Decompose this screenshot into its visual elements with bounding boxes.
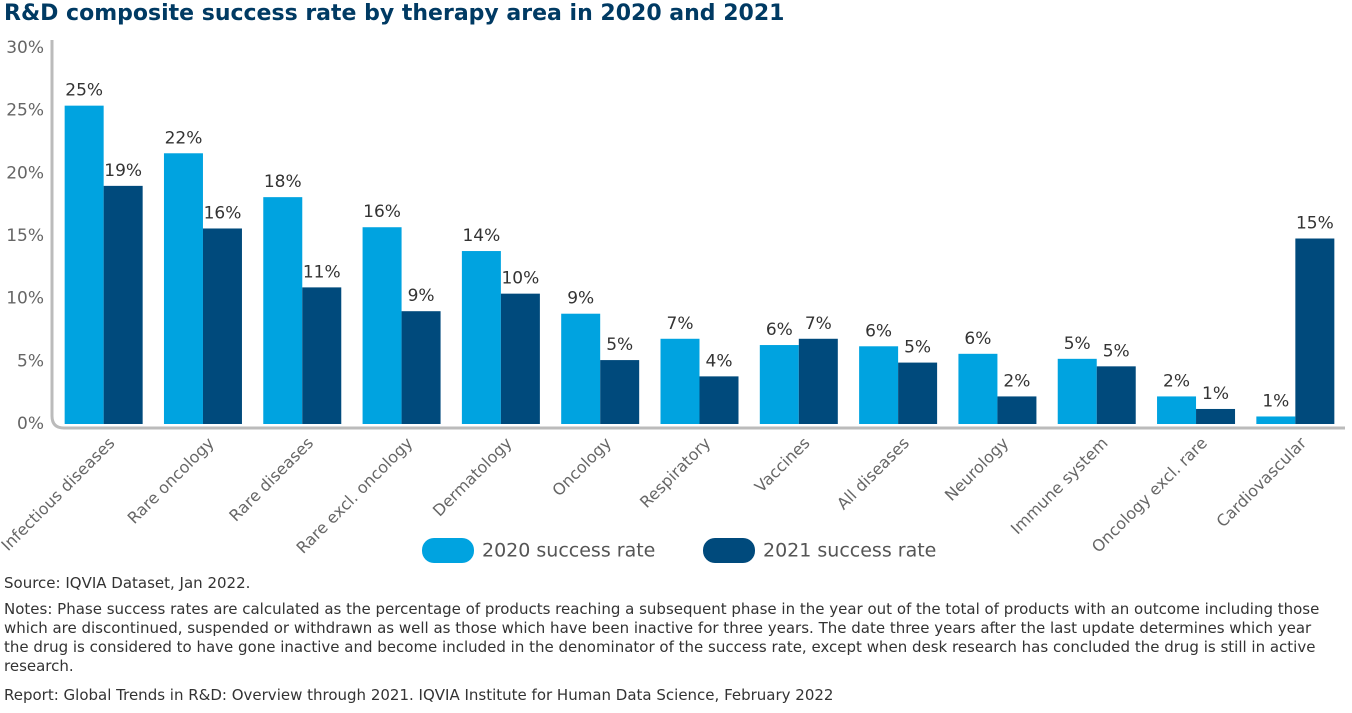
value-label: 1% <box>1262 391 1289 411</box>
value-label: 4% <box>706 351 733 371</box>
bar <box>600 360 640 424</box>
bar <box>1096 366 1136 424</box>
bar <box>759 345 799 424</box>
value-label: 5% <box>1064 334 1091 354</box>
bar <box>1057 358 1097 424</box>
x-tick-label: All diseases <box>833 433 913 513</box>
value-label: 5% <box>904 338 931 358</box>
chart: R&D composite success rate by therapy ar… <box>0 1 1345 563</box>
bar <box>898 362 938 424</box>
x-tick-label: Neurology <box>941 433 1012 504</box>
value-label: 16% <box>204 203 242 223</box>
value-label: 2% <box>1003 371 1030 391</box>
bar <box>500 293 540 424</box>
x-tick-label: Rare oncology <box>124 433 218 527</box>
y-tick-label: 5% <box>17 351 44 371</box>
axis <box>50 40 1345 430</box>
bar <box>302 287 342 424</box>
bar <box>401 311 441 424</box>
y-tick-label: 20% <box>6 163 44 183</box>
bar <box>461 251 501 424</box>
bar <box>202 228 242 424</box>
value-label: 6% <box>964 329 991 349</box>
value-label: 19% <box>104 161 142 181</box>
bar <box>997 396 1037 424</box>
value-label: 5% <box>606 335 633 355</box>
bar <box>163 153 203 424</box>
bar <box>1196 408 1236 424</box>
bar <box>699 376 739 424</box>
legend-label: 2021 success rate <box>763 540 936 562</box>
bar <box>263 197 303 424</box>
bar <box>561 313 601 424</box>
chart-title: R&D composite success rate by therapy ar… <box>4 1 784 26</box>
value-label: 7% <box>667 314 694 334</box>
value-label: 5% <box>1103 341 1130 361</box>
bar <box>1256 416 1296 424</box>
value-label: 14% <box>462 226 500 246</box>
value-label: 1% <box>1202 384 1229 404</box>
x-tick-label: Respiratory <box>636 433 714 511</box>
notes: Notes: Phase success rates are calculate… <box>4 600 1320 675</box>
x-tick-label: Immune system <box>1007 433 1112 538</box>
legend-swatch <box>422 538 474 563</box>
x-tick-label: Rare diseases <box>225 433 317 525</box>
x-tick-label: Infectious diseases <box>0 433 118 554</box>
value-label: 6% <box>865 321 892 341</box>
value-label: 10% <box>501 269 539 289</box>
legend-label: 2020 success rate <box>482 540 655 562</box>
y-tick-label: 15% <box>6 226 44 246</box>
value-label: 9% <box>567 289 594 309</box>
y-tick-label: 25% <box>6 101 44 121</box>
y-tick-label: 10% <box>6 289 44 309</box>
value-label: 22% <box>165 128 203 148</box>
x-tick-label: Oncology <box>548 433 615 500</box>
bar <box>798 338 838 424</box>
y-tick-label: 0% <box>17 414 44 434</box>
value-label: 7% <box>805 314 832 334</box>
value-label: 9% <box>408 286 435 306</box>
source: Source: IQVIA Dataset, Jan 2022. <box>4 574 251 592</box>
value-label: 16% <box>363 202 401 222</box>
bar <box>859 346 899 424</box>
bar <box>1295 238 1335 424</box>
bar <box>64 105 104 425</box>
value-label: 18% <box>264 172 302 192</box>
bar <box>103 185 143 424</box>
bar <box>660 338 700 424</box>
value-label: 15% <box>1296 214 1334 234</box>
value-label: 6% <box>766 320 793 340</box>
y-tick-label: 30% <box>6 38 44 58</box>
bar <box>1157 396 1197 424</box>
x-tick-label: Dermatology <box>429 433 516 520</box>
report: Report: Global Trends in R&D: Overview t… <box>4 686 834 704</box>
value-label: 11% <box>303 262 341 282</box>
x-tick-label: Vaccines <box>751 433 814 496</box>
bar <box>362 227 402 424</box>
legend-swatch <box>703 538 755 563</box>
x-tick-label: Cardiovascular <box>1213 433 1311 531</box>
value-label: 2% <box>1163 371 1190 391</box>
bar <box>958 353 998 424</box>
value-label: 25% <box>65 81 103 101</box>
